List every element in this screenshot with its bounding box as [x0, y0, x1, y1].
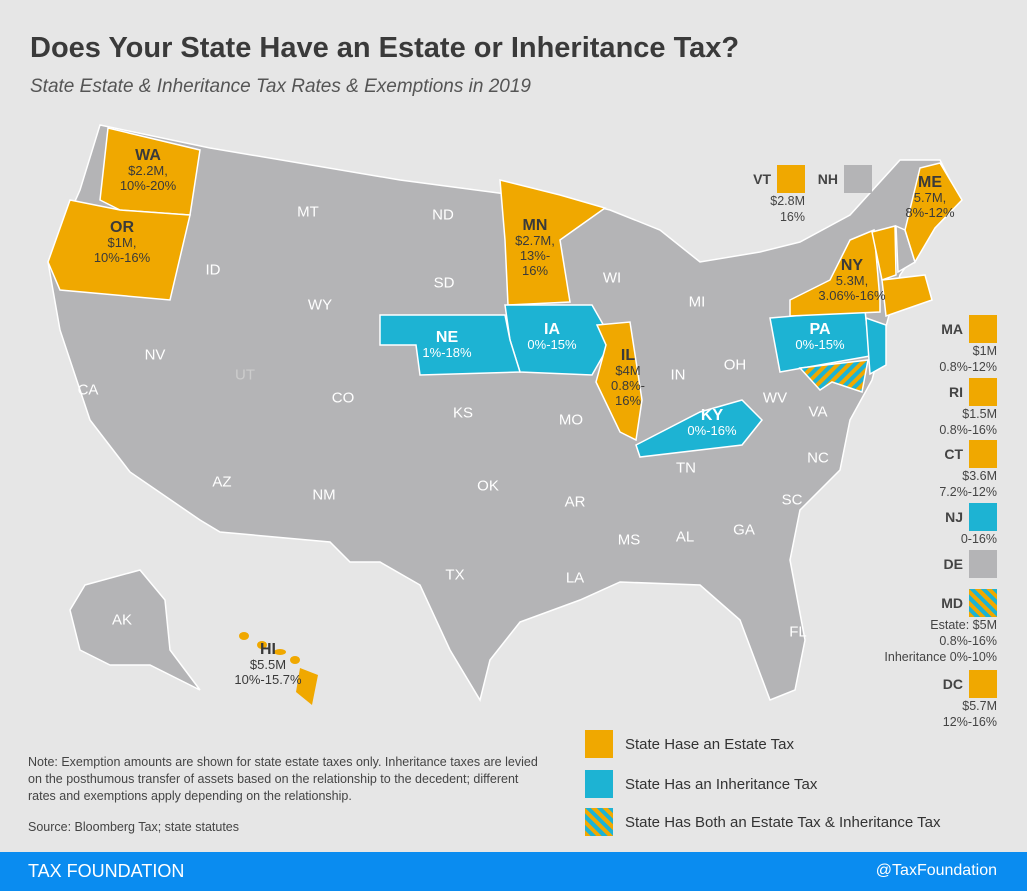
label-wi: WI: [602, 269, 622, 287]
label-ga: GA: [733, 521, 755, 539]
label-nm: NM: [312, 486, 336, 504]
label-ne: NE 1%-18%: [422, 329, 472, 361]
label-oh: OH: [723, 356, 747, 374]
side-nj: NJ 0-16%: [945, 503, 997, 547]
side-ri: RI $1.5M 0.8%-16%: [939, 378, 997, 438]
label-id: ID: [205, 261, 221, 279]
legend-inheritance: State Has an Inheritance Tax: [585, 770, 817, 798]
label-nv: NV: [144, 346, 166, 364]
label-ar: AR: [564, 493, 586, 511]
label-ny: NY 5.3M, 3.06%-16%: [818, 257, 886, 304]
label-sd: SD: [433, 274, 455, 292]
estate-swatch: [969, 315, 997, 343]
contiguous-us: [47, 124, 961, 702]
note-text: Note: Exemption amounts are shown for st…: [28, 755, 538, 803]
label-sc: SC: [781, 491, 803, 509]
label-al: AL: [675, 528, 695, 546]
footer-handle[interactable]: @TaxFoundation: [875, 862, 997, 879]
state-ne: [379, 314, 522, 376]
state-mn: [499, 179, 607, 306]
state-ak: [69, 569, 201, 691]
label-or: OR $1M, 10%-16%: [93, 219, 151, 266]
label-wy: WY: [307, 296, 333, 314]
estate-swatch: [969, 378, 997, 406]
state-ma-ct-ri: [881, 274, 933, 318]
both-swatch: [585, 808, 613, 836]
label-ca: CA: [77, 381, 99, 399]
label-ks: KS: [452, 404, 474, 422]
state-me: [904, 162, 963, 264]
label-wa: WA $2.2M, 10%-20%: [119, 147, 177, 194]
label-mt: MT: [297, 203, 319, 221]
estate-swatch: [585, 730, 613, 758]
both-swatch: [969, 589, 997, 617]
estate-swatch: [969, 440, 997, 468]
inheritance-swatch: [969, 503, 997, 531]
side-vt: VT $2.8M 16%: [753, 165, 805, 225]
state-nj: [865, 316, 887, 376]
state-or: [47, 199, 191, 301]
label-az: AZ: [212, 473, 232, 491]
estate-swatch: [969, 670, 997, 698]
label-ia: IA 0%-15%: [527, 321, 577, 353]
inheritance-swatch: [585, 770, 613, 798]
label-nc: NC: [807, 449, 829, 467]
none-swatch: [969, 550, 997, 578]
state-ny: [789, 228, 881, 317]
source-text: Source: Bloomberg Tax; state statutes: [28, 820, 239, 834]
label-ut: UT: [235, 366, 255, 384]
state-il: [595, 321, 643, 442]
state-vt: [871, 225, 897, 281]
side-md: MD Estate: $5M 0.8%-16% Inheritance 0%-10%: [884, 589, 997, 665]
label-mi: MI: [688, 293, 706, 311]
label-va: VA: [808, 403, 828, 421]
side-ct: CT $3.6M 7.2%-12%: [939, 440, 997, 500]
state-ky: [635, 399, 764, 458]
label-co: CO: [331, 389, 355, 407]
footer-brand: TAX FOUNDATION: [28, 861, 185, 881]
footer-bar: TAX FOUNDATION @TaxFoundation: [0, 852, 1027, 891]
side-dc: DC $5.7M 12%-16%: [943, 670, 997, 730]
state-hi: [239, 632, 318, 705]
label-mn: MN $2.7M, 13%- 16%: [515, 217, 555, 279]
estate-swatch: [777, 165, 805, 193]
side-de: DE: [944, 550, 997, 578]
label-tx: TX: [445, 566, 465, 584]
label-la: LA: [565, 569, 585, 587]
label-hi: HI $5.5M 10%-15.7%: [234, 641, 302, 688]
state-md: [798, 359, 869, 393]
none-swatch: [844, 165, 872, 193]
label-il: IL $4M 0.8%- 16%: [611, 347, 645, 409]
legend-both: State Has Both an Estate Tax & Inheritan…: [585, 808, 940, 836]
label-tn: TN: [676, 459, 696, 477]
label-nd: ND: [432, 206, 454, 224]
label-wv: WV: [762, 389, 788, 407]
label-mo: MO: [558, 411, 584, 429]
label-ky: KY 0%-16%: [687, 407, 737, 439]
label-fl: FL: [789, 623, 807, 641]
label-ms: MS: [617, 531, 641, 549]
label-ak: AK: [111, 611, 133, 629]
page-title: Does Your State Have an Estate or Inheri…: [30, 32, 740, 64]
side-nh: NH: [818, 165, 872, 193]
page-subtitle: State Estate & Inheritance Tax Rates & E…: [30, 76, 531, 97]
legend-estate: State Hase an Estate Tax: [585, 730, 794, 758]
label-pa: PA 0%-15%: [795, 321, 845, 353]
label-in: IN: [670, 366, 686, 384]
label-me: ME 5.7M, 8%-12%: [905, 174, 955, 221]
side-ma: MA $1M 0.8%-12%: [939, 315, 997, 375]
label-ok: OK: [477, 477, 499, 495]
